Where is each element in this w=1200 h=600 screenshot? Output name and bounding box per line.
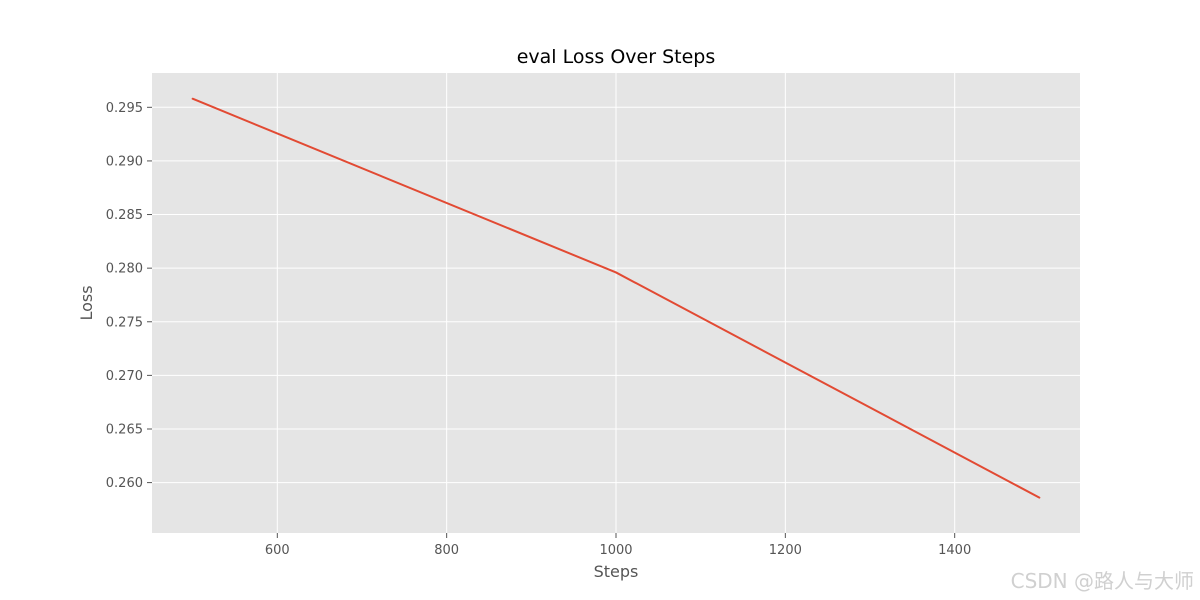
- y-tick-label: 0.270: [106, 369, 143, 384]
- x-tick-label: 800: [434, 543, 459, 558]
- x-axis-label: Steps: [594, 562, 639, 581]
- x-axis-ticks: 600 800 1000 1200 1400: [265, 533, 971, 558]
- y-tick-label: 0.290: [106, 154, 143, 169]
- y-tick-label: 0.265: [106, 422, 143, 437]
- x-tick-label: 600: [265, 543, 290, 558]
- y-tick-label: 0.295: [106, 101, 143, 116]
- chart-title: eval Loss Over Steps: [517, 46, 716, 68]
- watermark: CSDN @路人与大师: [1010, 569, 1194, 593]
- series-line: [191, 97, 1041, 499]
- x-tick-label: 1200: [769, 543, 802, 558]
- y-axis-label: Loss: [77, 285, 96, 320]
- y-tick-label: 0.285: [106, 208, 143, 223]
- x-tick-label: 1000: [599, 543, 632, 558]
- y-tick-label: 0.275: [106, 315, 143, 330]
- y-axis-ticks: 0.260 0.265 0.270 0.275 0.280 0.285 0.290 0.295: [106, 101, 152, 491]
- grid-lines: [152, 73, 1080, 533]
- y-tick-label: 0.280: [106, 262, 143, 277]
- x-tick-label: 1400: [938, 543, 971, 558]
- y-tick-label: 0.260: [106, 476, 143, 491]
- series-group: [191, 97, 1041, 499]
